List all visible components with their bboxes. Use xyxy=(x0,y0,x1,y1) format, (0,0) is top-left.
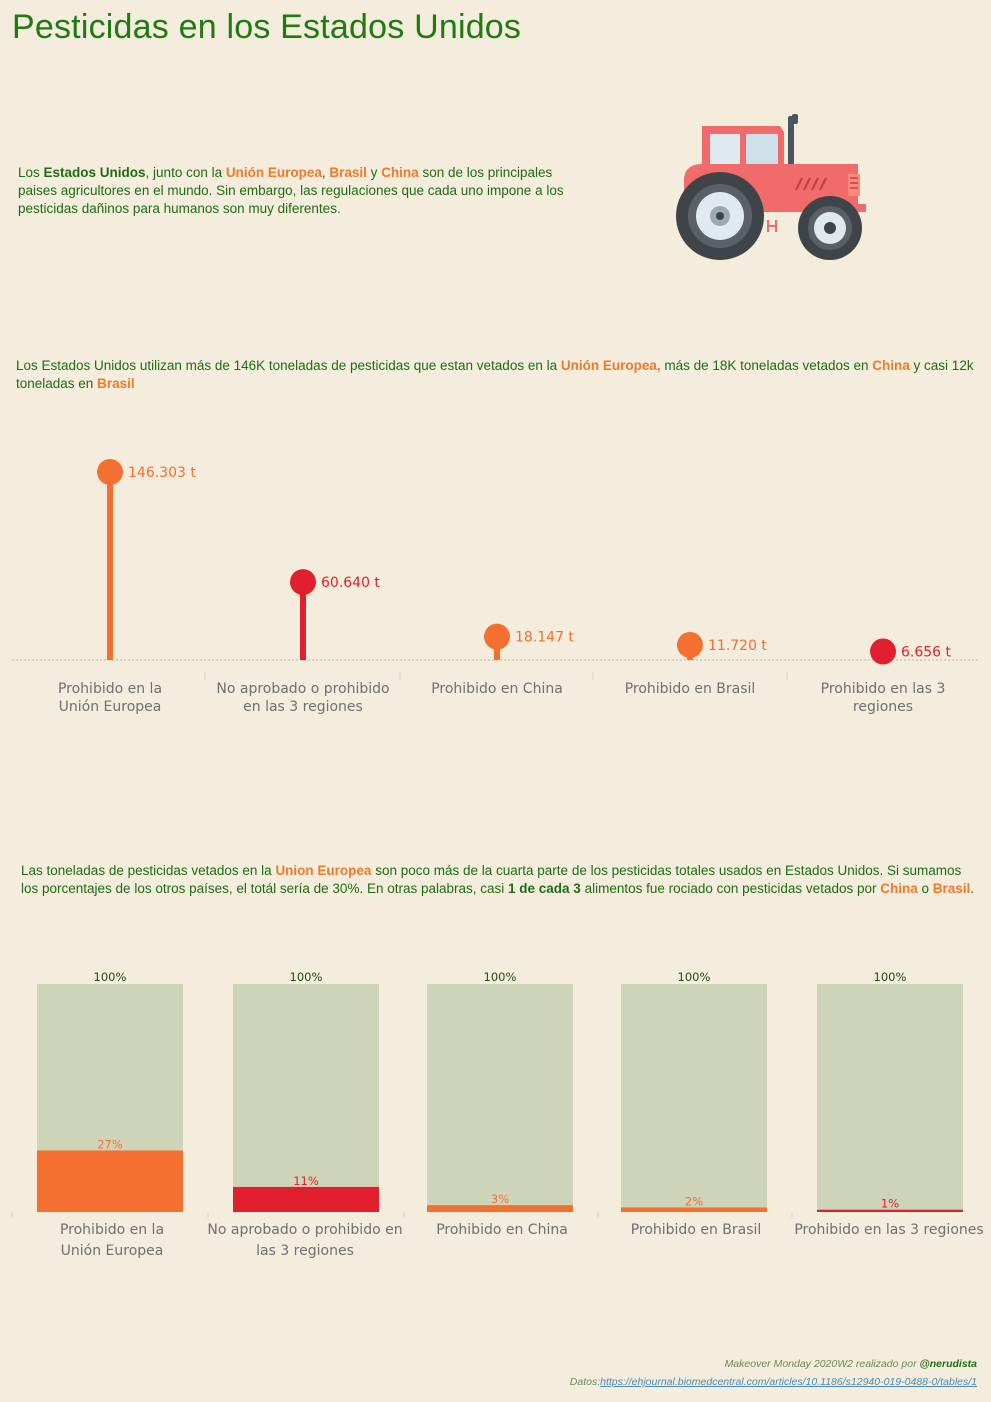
lollipop-head xyxy=(677,631,703,658)
highlight-china: China xyxy=(872,358,910,373)
data-source-link[interactable]: https://ehjournal.biomedcentral.com/arti… xyxy=(600,1376,977,1388)
total-label: 100% xyxy=(94,970,127,984)
percentage-bar-chart: 100% 27% Prohibido en la Unión Europea 100% 1… xyxy=(11,970,984,1259)
highlight-brasil: Brasil xyxy=(329,165,367,180)
tractor-icon xyxy=(676,114,866,260)
intro-paragraph: Los Estados Unidos, junto con la Unión E… xyxy=(18,165,564,216)
banned-label: 27% xyxy=(97,1137,123,1151)
data-label: 146.303 t xyxy=(128,465,196,481)
category-label: Prohibido en las 3 regiones xyxy=(794,1222,983,1238)
highlight-china: China xyxy=(381,165,419,180)
total-label: 100% xyxy=(290,970,323,984)
highlight-brasil: Brasil xyxy=(932,881,971,896)
highlight-brasil: Brasil xyxy=(97,376,135,391)
lollipop-stem xyxy=(107,472,113,660)
category-label: No aprobado o prohibido en las 3 regiones xyxy=(216,681,389,715)
category-label: Prohibido en China xyxy=(431,681,563,697)
total-label: 100% xyxy=(678,970,711,984)
section3-paragraph: Las toneladas de pesticidas vetados en l… xyxy=(21,863,975,896)
banned-label: 3% xyxy=(491,1192,509,1206)
banned-bar xyxy=(621,1207,767,1212)
category-label: Prohibido en la Unión Europea xyxy=(58,681,162,715)
highlight-china: China xyxy=(880,881,918,896)
total-label: 100% xyxy=(484,970,517,984)
page-title: Pesticidas en los Estados Unidos xyxy=(12,8,522,46)
highlight-usa: Estados Unidos xyxy=(43,165,146,180)
lollipop-head xyxy=(97,459,123,485)
credit-line: Makeover Monday 2020W2 realizado por @ne… xyxy=(724,1358,978,1370)
banned-label: 2% xyxy=(685,1194,703,1208)
banned-label: 11% xyxy=(293,1174,319,1188)
data-source-line: Datos:https://ehjournal.biomedcentral.co… xyxy=(569,1376,977,1388)
data-label: 11.720 t xyxy=(708,638,767,654)
highlight-eu: Unión Europea, xyxy=(560,358,661,373)
lollipop-head xyxy=(870,638,896,665)
highlight-eu: Unión Europea xyxy=(225,165,322,180)
category-label: No aprobado o prohibido en las 3 regiones xyxy=(207,1222,402,1259)
category-label: Prohibido en la Unión Europea xyxy=(60,1222,164,1259)
banned-label: 1% xyxy=(881,1197,899,1211)
highlight-ratio: 1 de cada 3 xyxy=(508,881,581,896)
data-label: 18.147 t xyxy=(515,630,574,646)
category-label: Prohibido en China xyxy=(436,1222,568,1238)
total-label: 100% xyxy=(874,970,907,984)
category-label: Prohibido en Brasil xyxy=(625,681,756,697)
section2-paragraph: Los Estados Unidos utilizan más de 146K … xyxy=(16,358,974,391)
banned-bar xyxy=(233,1186,379,1212)
data-label: 60.640 t xyxy=(321,575,380,591)
banned-bar xyxy=(817,1209,963,1212)
data-label: 6.656 t xyxy=(901,644,952,660)
category-label: Prohibido en Brasil xyxy=(631,1222,762,1238)
lollipop-stem xyxy=(300,582,306,660)
banned-bar xyxy=(427,1205,573,1212)
lollipop-head xyxy=(484,623,510,650)
author-handle: @nerudista xyxy=(919,1358,978,1370)
total-bar xyxy=(817,984,963,1212)
total-bar xyxy=(233,984,379,1212)
category-label: Prohibido en las 3 regiones xyxy=(821,681,946,715)
banned-bar xyxy=(37,1150,183,1212)
highlight-eu: Union Europea xyxy=(275,863,372,878)
lollipop-chart: 146.303 t Prohibido en la Unión Europea 60.… xyxy=(12,459,980,715)
total-bar xyxy=(621,984,767,1212)
total-bar xyxy=(427,984,573,1212)
lollipop-head xyxy=(290,569,316,596)
